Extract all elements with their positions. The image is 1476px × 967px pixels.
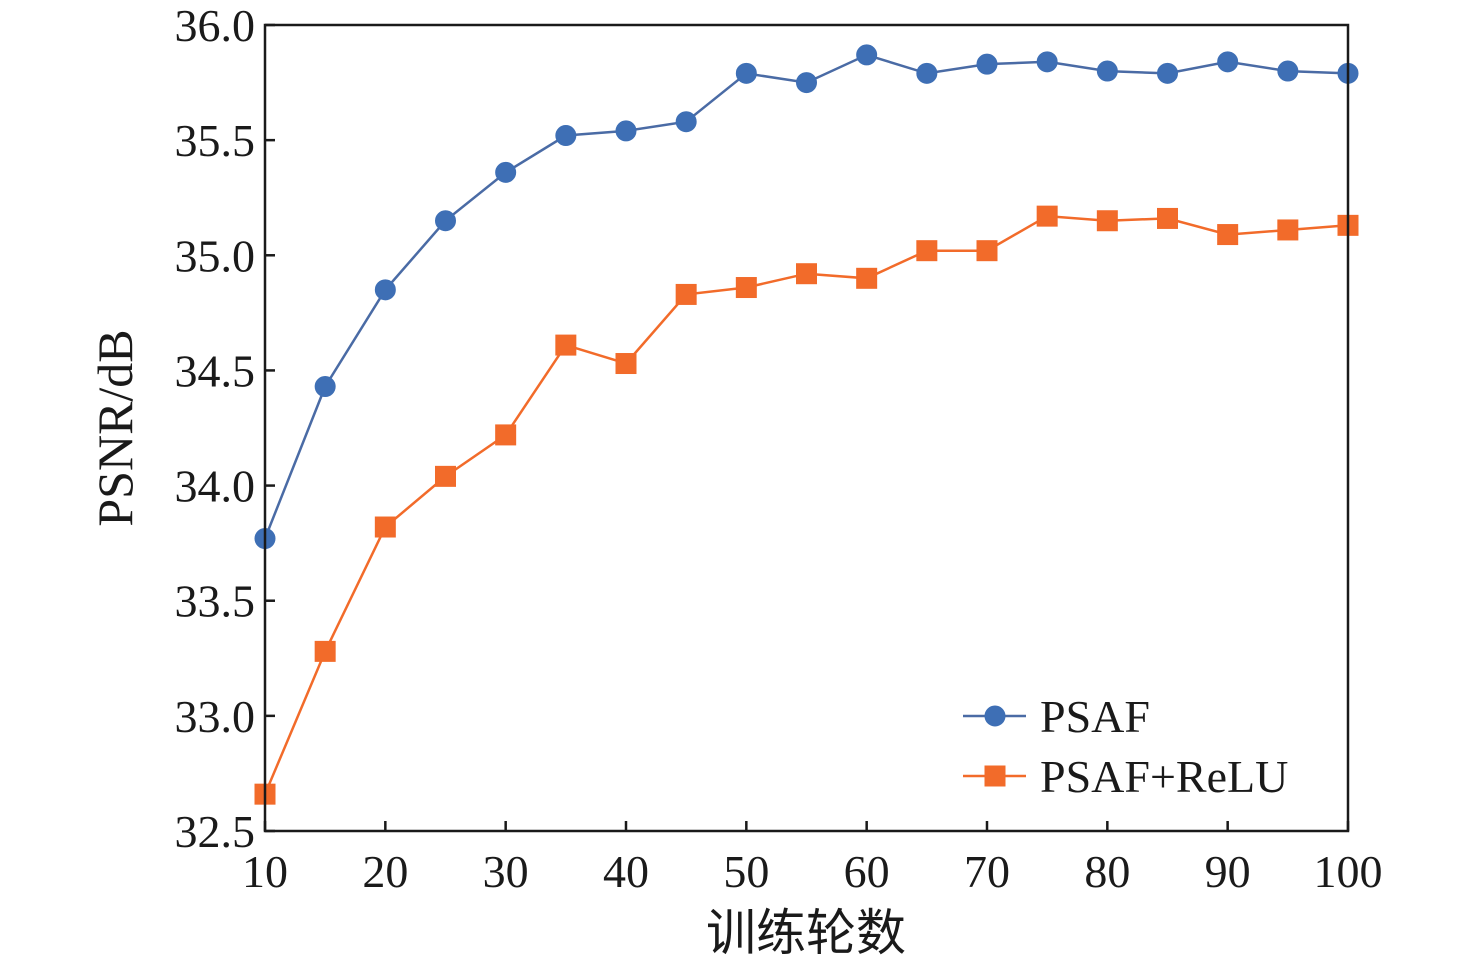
- y-tick-label: 34.0: [175, 461, 256, 512]
- x-axis-ticks: 10 20 30 40 50 60 70 80 90 100: [242, 821, 1383, 897]
- axes-frame: [263, 23, 1350, 833]
- data-point-psaf: [1157, 62, 1178, 84]
- y-tick-label: 32.5: [175, 806, 256, 857]
- data-point-psaf-relu: [1157, 207, 1178, 229]
- y-tick-label: 35.5: [175, 115, 256, 166]
- data-point-psaf: [796, 72, 817, 94]
- data-point-psaf: [615, 120, 637, 142]
- x-tick-label: 30: [483, 846, 529, 897]
- plot-frame: [263, 23, 1350, 833]
- data-point-psaf: [1277, 60, 1299, 82]
- x-axis-title: 训练轮数: [706, 905, 906, 961]
- data-point-psaf-relu: [615, 353, 637, 375]
- data-point-psaf: [675, 111, 697, 133]
- x-tick-label: 70: [964, 846, 1010, 897]
- y-tick-label: 36.0: [175, 0, 256, 51]
- data-point-psaf: [314, 376, 336, 398]
- x-tick-label: 90: [1205, 846, 1251, 897]
- data-point-psaf: [435, 210, 456, 232]
- data-point-psaf-relu: [675, 283, 697, 305]
- legend-label-psaf: PSAF: [1040, 691, 1150, 742]
- x-tick-label: 20: [362, 846, 408, 897]
- data-point-psaf-relu: [856, 267, 878, 289]
- data-point-psaf-relu: [976, 240, 998, 262]
- data-point-psaf-relu: [495, 424, 517, 446]
- x-tick-label: 100: [1314, 846, 1383, 897]
- data-point-psaf-relu: [314, 640, 336, 662]
- legend-marker-psaf: [984, 705, 1006, 727]
- y-tick-label: 35.0: [175, 230, 256, 281]
- y-axis-ticks: 32.5 33.0 33.5 34.0 34.5 35.0 35.5 36.0: [175, 0, 275, 857]
- data-point-psaf: [735, 62, 757, 84]
- data-point-psaf: [495, 161, 517, 183]
- series-layer: [254, 44, 1359, 805]
- y-tick-label: 33.5: [175, 576, 256, 627]
- data-point-psaf-relu: [1277, 219, 1299, 241]
- legend-item-psaf-relu: PSAF+ReLU: [963, 751, 1288, 802]
- x-tick-label: 60: [844, 846, 890, 897]
- data-point-psaf-relu: [735, 277, 757, 299]
- series-psaf-relu: [254, 205, 1359, 805]
- data-point-psaf: [1036, 51, 1058, 73]
- legend-marker-psaf-relu: [984, 765, 1006, 787]
- data-point-psaf-relu: [1036, 205, 1058, 227]
- data-point-psaf: [976, 53, 998, 75]
- data-point-psaf: [374, 279, 396, 301]
- legend-label-psaf-relu: PSAF+ReLU: [1040, 751, 1288, 802]
- data-point-psaf: [1217, 51, 1239, 73]
- x-tick-label: 10: [242, 846, 288, 897]
- series-line-psaf-relu: [263, 214, 1349, 795]
- series-psaf: [254, 44, 1359, 550]
- y-tick-label: 33.0: [175, 691, 256, 742]
- legend-item-psaf: PSAF: [963, 691, 1150, 742]
- data-point-psaf: [1096, 60, 1118, 82]
- series-line-psaf: [263, 53, 1349, 539]
- legend: PSAF PSAF+ReLU: [963, 691, 1288, 802]
- y-tick-label: 34.5: [175, 345, 256, 396]
- data-point-psaf: [916, 62, 938, 84]
- data-point-psaf-relu: [435, 465, 456, 487]
- data-point-psaf-relu: [555, 334, 577, 356]
- x-tick-label: 40: [603, 846, 649, 897]
- x-tick-label: 80: [1084, 846, 1130, 897]
- x-tick-label: 50: [723, 846, 769, 897]
- data-point-psaf: [856, 44, 878, 66]
- data-point-psaf-relu: [1096, 210, 1118, 232]
- data-point-psaf-relu: [1217, 224, 1239, 246]
- data-point-psaf-relu: [796, 263, 817, 285]
- data-point-psaf-relu: [916, 240, 938, 262]
- data-point-psaf-relu: [374, 516, 396, 538]
- y-axis-title: PSNR/dB: [87, 329, 143, 526]
- data-point-psaf: [555, 125, 577, 147]
